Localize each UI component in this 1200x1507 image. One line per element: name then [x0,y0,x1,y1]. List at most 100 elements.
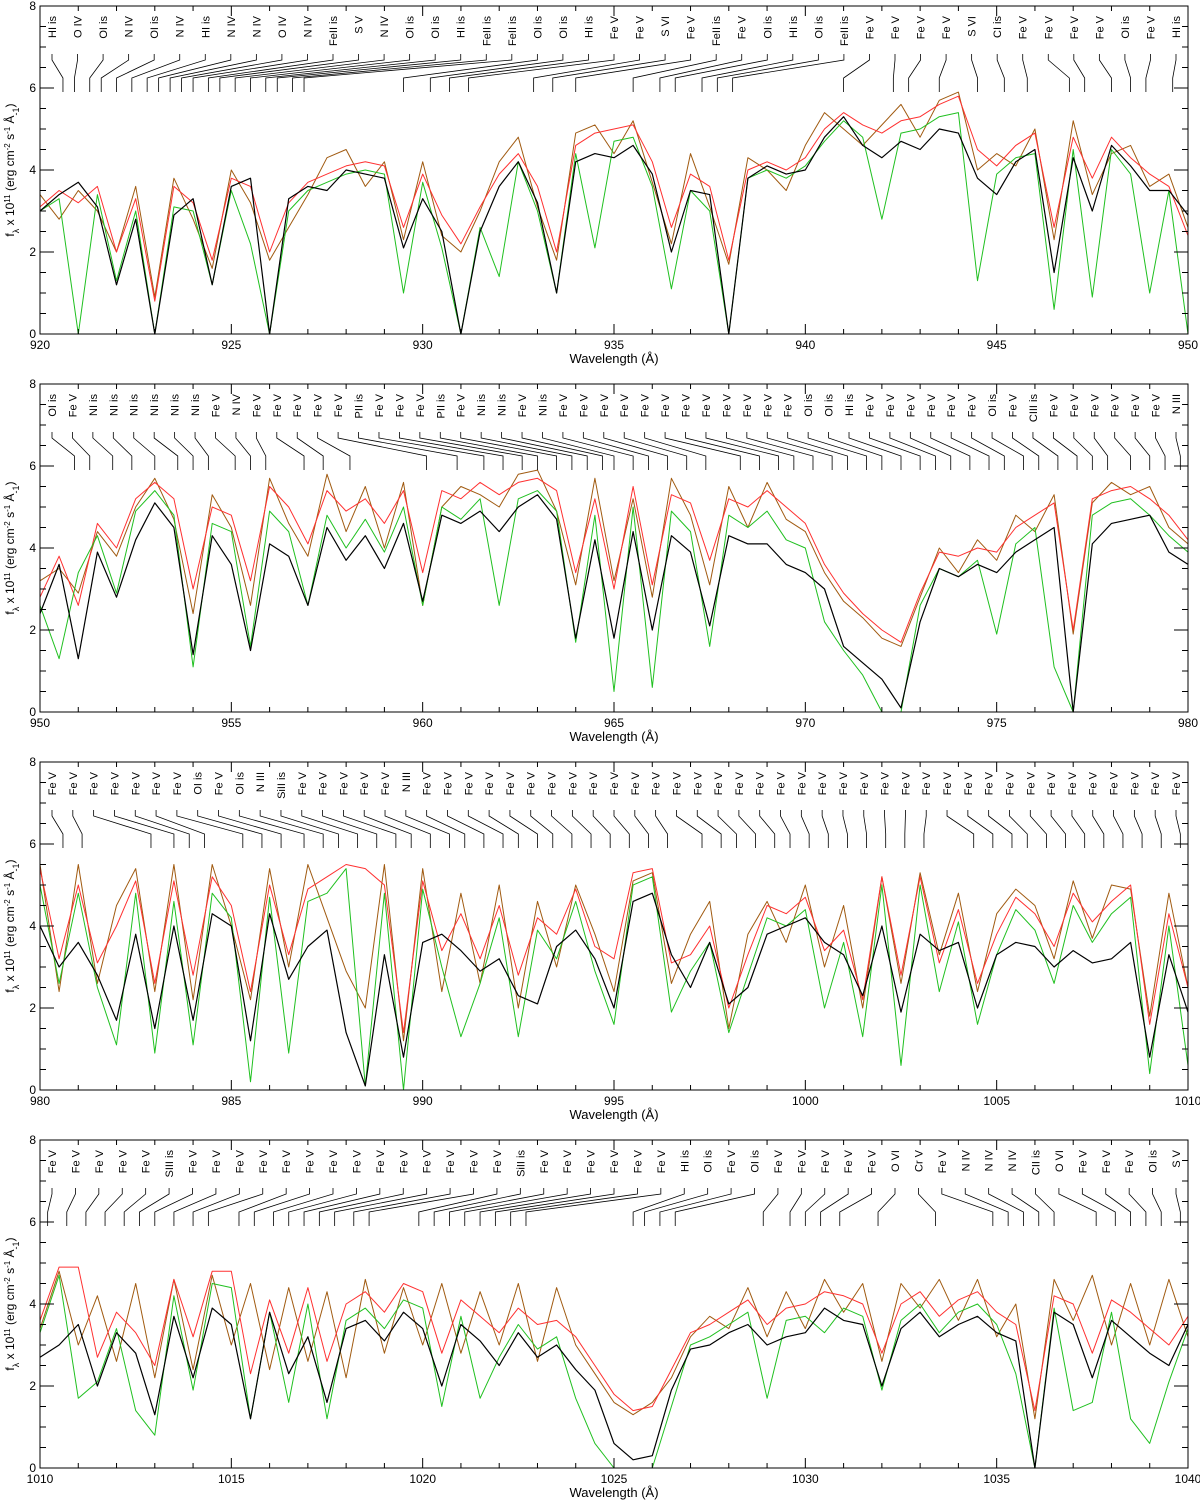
line-id-leader [821,810,829,848]
line-id-leader [676,810,703,848]
line-id-label: Fe V [1171,771,1183,795]
line-id-leader [613,810,630,848]
line-id-label: Fe V [963,771,975,795]
line-id-leader [828,432,883,470]
line-id-label: OI is [430,16,442,39]
line-id-label: Fe V [214,771,226,795]
line-id-label: Fe V [234,1149,246,1173]
line-id-leader [480,432,573,470]
line-id-leader [789,1188,802,1226]
x-tick-label: 1005 [983,1094,1010,1108]
line-id-label: Fe V [292,393,304,417]
line-id-leader [116,54,155,92]
line-id-leader [701,54,794,92]
line-id-leader [904,810,906,848]
line-id-label: Fe V [737,15,749,39]
line-id-label: Fe V [921,771,933,795]
line-id-label: NI is [537,394,549,417]
line-id-label: Fe V [1088,771,1100,795]
line-id-leader [863,810,867,848]
line-id-label: Fe V [796,771,808,795]
line-id-label: HI is [200,16,212,39]
line-id-leader [131,54,181,92]
line-id-leader [1133,810,1143,848]
line-id-label: Fe V [422,771,434,795]
line-id-label: Fe V [380,771,392,795]
x-tick-label: 995 [604,1094,624,1108]
line-id-leader [368,1188,474,1226]
line-id-leader [800,810,810,848]
line-id-leader [659,54,743,92]
line-id-leader [460,432,557,470]
line-id-label: Fe V [484,771,496,795]
line-id-leader [479,1188,591,1226]
line-id-label: N IV [251,15,263,37]
x-tick-label: 1015 [218,1472,245,1486]
line-id-label: NI is [476,394,488,417]
line-id-leader [47,1188,53,1226]
series-model_c [39,469,1189,647]
line-id-label: HI is [47,16,59,39]
line-id-label: Fe V [937,1149,949,1173]
line-id-leader [238,810,305,848]
line-id-leader [235,432,251,470]
line-id-label: Fe V [599,393,611,417]
line-id-label: Fe V [820,1149,832,1173]
line-id-label: NI is [190,394,202,417]
line-id-leader [655,810,668,848]
line-id-leader [1009,810,1028,848]
line-id-leader [418,1188,498,1226]
y-axis-label: fλ x 1011 (erg cm-2 s-1 Å-1) [2,859,21,992]
line-id-label: Fe V [1048,393,1060,417]
line-id-label: SiII is [276,772,288,799]
line-id-leader [1172,54,1177,92]
line-id-label: Fe V [984,771,996,795]
y-tick-label: 2 [29,623,36,637]
line-id-label: Fe V [773,1149,785,1173]
line-id-label: Fe V [1094,15,1106,39]
line-id-leader [488,810,519,848]
x-tick-label: 935 [604,338,624,352]
line-id-leader [238,1188,287,1226]
line-id-leader [1128,1188,1147,1226]
line-id-leader [174,432,194,470]
line-id-label: Fe V [375,1149,387,1173]
x-tick-label: 1010 [1175,1094,1200,1108]
line-id-label: O VI [1054,1150,1066,1172]
line-id-leader [571,810,592,848]
series-observed [39,892,1189,1087]
line-id-leader [738,810,756,848]
line-id-leader [337,432,427,470]
line-id-leader [848,432,902,470]
line-id-leader [1052,432,1078,470]
spectrum-panel-4: 1010 1015 1020 1025 1030 1035 1040 0 2 4 6 8 Wavelen… [2,1133,1200,1500]
line-id-label: Fe V [338,771,350,795]
line-id-label: Fe V [567,771,579,795]
spectrum-panel-3: 980 985 990 995 1000 1005 1010 0 2 4 6 8 Wavelength … [2,755,1200,1122]
line-id-label: Fe V [660,393,672,417]
line-id-leader [51,432,75,470]
line-id-label: Fe V [588,771,600,795]
line-id-leader [384,810,431,848]
line-id-leader [439,432,538,470]
line-id-label: Fe V [656,1149,668,1173]
line-id-label: OI is [149,16,161,39]
line-id-label: Fe V [783,393,795,417]
line-id-label: S VI [967,16,979,37]
line-id-label: FeII is [328,16,340,46]
line-id-label: Fe V [859,771,871,795]
line-id-label: N IV [960,1149,972,1171]
line-id-label: Fe V [635,15,647,39]
line-id-leader [66,1188,76,1226]
y-tick-label: 8 [29,0,36,13]
line-id-leader [176,810,244,848]
line-id-label: N III [401,772,413,792]
series-model_a [39,864,1189,1034]
line-id-label: OI is [558,16,570,39]
line-id-leader [923,810,927,848]
line-id-leader [988,1188,1024,1226]
line-id-label: Fe V [281,1149,293,1173]
line-id-leader [892,54,896,92]
x-tick-label: 1030 [792,1472,819,1486]
line-id-leader [405,810,450,848]
